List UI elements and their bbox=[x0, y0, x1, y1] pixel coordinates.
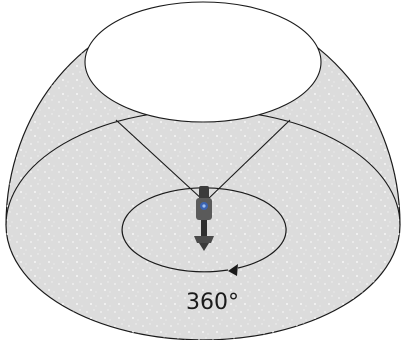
arrowhead-icon bbox=[228, 264, 238, 276]
360-camera-icon bbox=[194, 186, 214, 251]
fov-line-right bbox=[205, 119, 291, 202]
rotation-label: 360° bbox=[186, 290, 239, 315]
fov-line-left bbox=[115, 119, 205, 202]
rotation-ring bbox=[121, 187, 287, 273]
rotation-ring-tail bbox=[237, 227, 287, 269]
dome-top-opening bbox=[84, 1, 322, 123]
